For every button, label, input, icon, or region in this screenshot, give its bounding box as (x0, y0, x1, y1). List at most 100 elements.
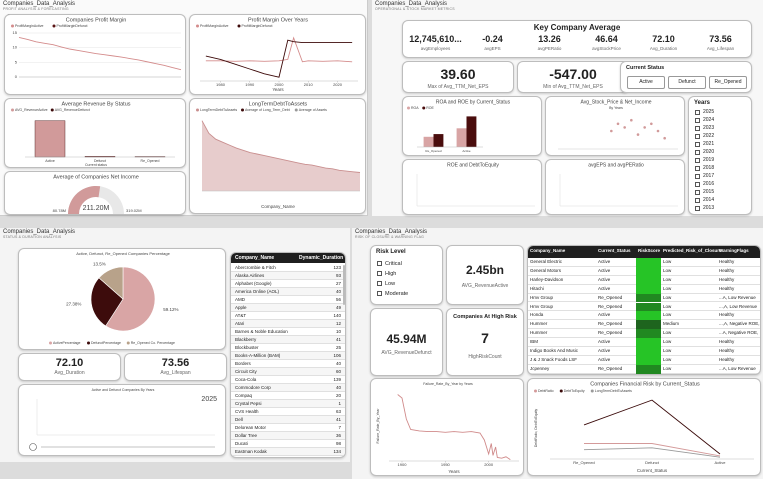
checkbox[interactable] (695, 174, 700, 179)
x-tick-label: 1950 (441, 462, 451, 467)
card: Company_Name Dynamic_Duration Abercrombie … (230, 252, 346, 458)
kpi-value: 72.10 (652, 34, 675, 44)
y-tick-label: 15 (13, 30, 18, 35)
table-row: Hummer Re_Opened Low ...A, Negative ROE, (528, 329, 760, 339)
table-cell: Healthy (719, 285, 735, 291)
checkbox[interactable] (377, 291, 382, 296)
gauge-value (68, 186, 101, 214)
y-axis-title: Failure_Rate_By_Year (376, 408, 380, 444)
pie-label: 13.5% (93, 262, 106, 267)
checkbox[interactable] (695, 190, 700, 195)
kpi-value: 2.45bn (465, 263, 504, 277)
checkbox[interactable] (695, 166, 700, 171)
gauge-value-label: 211.20M (83, 205, 110, 212)
kpi-value: 73.56 (161, 357, 190, 369)
card: Current Status Active Defunct Re_Opened (620, 61, 752, 93)
checkbox[interactable] (695, 118, 700, 123)
table-cell: 56 (335, 296, 341, 302)
chart-canvas: Failure_Rate_By_Year by Years 1900 1950 200… (376, 382, 519, 474)
table-cell: Jcpenney (530, 365, 550, 371)
line-series (205, 36, 353, 63)
table-cell: 123 (333, 264, 341, 270)
table-row: Coca-Cola 139 (231, 376, 345, 384)
legend-swatch (52, 24, 56, 28)
table-row: CVS Health 63 (231, 408, 345, 416)
table-cell: 106 (333, 352, 341, 358)
play-button[interactable] (29, 443, 37, 451)
legend-label: ProfitMarginDefunct (57, 24, 88, 28)
checkbox[interactable] (377, 261, 382, 266)
table-cell: ...,A, Low Revenue (719, 303, 758, 309)
chart-canvas: Profit Margin Over Years ProfitMarginActi… (196, 17, 358, 92)
x-tick-label: Active (462, 149, 471, 153)
table-cell: Crystal Pepsi (235, 400, 262, 406)
table-cell: 140 (333, 312, 341, 318)
checkbox[interactable] (695, 158, 700, 163)
table-row: Honda Active Low Healthy (528, 311, 760, 321)
x-tick-label: 2020 (333, 82, 343, 87)
chart-canvas: ROA and ROE by Current_Status ROA ROE Re_Op… (407, 99, 511, 153)
table-row: Alaska Airlines 93 (231, 272, 345, 280)
risk-score-cell (636, 320, 661, 330)
panel: Companies_Data_Analysis RISK OF CLOSURE &… (352, 228, 763, 479)
slicer-button[interactable]: Defunct (668, 76, 706, 89)
checkbox[interactable] (377, 271, 382, 276)
play-year: 2025 (201, 396, 217, 403)
table-cell: Low (663, 276, 672, 282)
table-row: America Online (AOL) 40 (231, 288, 345, 296)
chart-title: Failure_Rate_By_Year by Years (423, 382, 473, 386)
chart-canvas: ROE and DebtToEquity (416, 162, 535, 207)
table-cell: Honda (530, 312, 544, 318)
x-tick-label: Re_Opened (573, 460, 595, 465)
table-row: General Motors Active Low Healthy (528, 266, 760, 276)
legend-label: ActivePercentage (53, 341, 80, 345)
table-cell: Re_Opened (598, 303, 623, 309)
checkbox[interactable] (695, 182, 700, 187)
kpi: 13.26 avgPERatio (521, 33, 578, 57)
checkbox[interactable] (695, 198, 700, 203)
card: Years 2025 2024 2023 2022 2021 2020 2019 2018 201… (688, 96, 752, 215)
checkbox[interactable] (695, 126, 700, 131)
table-cell: ...A, Low Revenue (719, 365, 756, 371)
table-cell: ...,A, Negative ROE, (719, 321, 760, 327)
x-tick-label: 2000 (484, 462, 494, 467)
legend-label: DebtToEquity (564, 389, 585, 393)
checkbox[interactable] (377, 281, 382, 286)
kpi-label: AVG_RevenueActive (461, 283, 509, 289)
checkbox[interactable] (695, 142, 700, 147)
checkbox[interactable] (695, 150, 700, 155)
table-cell: Low (663, 294, 672, 300)
panel-subtitle: PROFIT ANALYSIS & FORECASTING (3, 7, 69, 11)
legend-swatch (196, 24, 199, 28)
panel-title: Companies_Data_Analysis (355, 229, 428, 235)
slicer-option: Active (639, 79, 653, 85)
pie-slice (105, 266, 156, 332)
legend-swatch (241, 108, 244, 112)
table-cell: 41 (335, 416, 341, 422)
checkbox[interactable] (695, 206, 700, 211)
chart-title: Profit Margin Over Years (248, 17, 308, 23)
legend-label: ROE (426, 106, 434, 110)
chart-title: Average of Companies Net Income (53, 174, 139, 180)
column-header: RiskScore (638, 248, 661, 253)
card: Active and Defunct Companies By Years 202… (18, 384, 226, 456)
column-header: Company_Name (235, 254, 275, 261)
chart-title: ROA and ROE by Current_Status (436, 99, 511, 105)
slicer-option: 2013 (703, 204, 715, 211)
legend-label: AVG_RevenueDefunct (55, 108, 90, 112)
table-cell: Ducati (235, 440, 248, 446)
legend-label: DebtRatio (538, 389, 554, 393)
checkbox[interactable] (695, 110, 700, 115)
slicer-button[interactable]: Re_Opened (709, 76, 747, 89)
kpi: 12,745,610... avgEmployees (407, 33, 464, 57)
checkbox[interactable] (695, 134, 700, 139)
kpi-label: Max of Avg_TTM_Net_EPS (427, 84, 489, 90)
table-row: J & J Snack Foods LSF Active Low Healthy (528, 355, 760, 365)
risk-score-cell (636, 258, 661, 267)
x-tick-label: Defunct (94, 159, 106, 163)
table-cell: Borders (235, 360, 251, 366)
table-row: Dollar Tree 36 (231, 432, 345, 440)
table-cell: CVS Health (235, 408, 259, 414)
slicer-button[interactable]: Active (627, 76, 665, 89)
table-cell: Re_Opened (598, 330, 623, 336)
